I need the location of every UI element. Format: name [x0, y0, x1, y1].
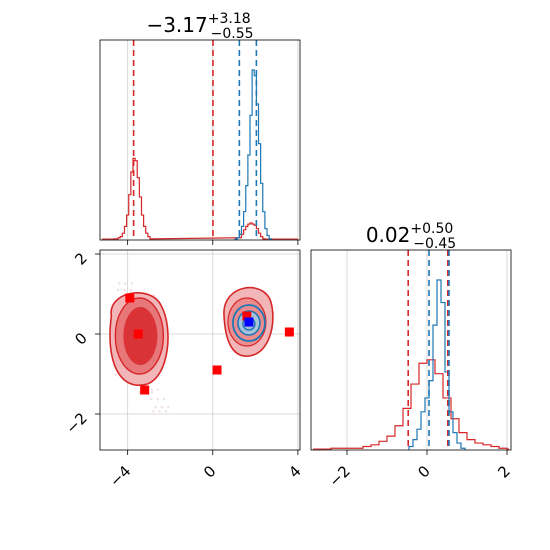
right-hist-xtick-label: −2	[325, 462, 353, 490]
joint-background-sample	[150, 388, 153, 391]
joint-background-sample	[162, 397, 166, 401]
joint-ytick-label: 2	[71, 249, 90, 268]
right-hist-series-1-step	[408, 279, 466, 450]
joint-xtick-label: 0	[200, 462, 219, 481]
joint-background-sample	[130, 282, 134, 285]
joint-red-sample-marker	[212, 365, 222, 375]
right-hist-title: 0.02+0.50 −0.45	[366, 221, 456, 252]
right-hist-frame	[310, 249, 512, 451]
joint-blue-sample-marker	[244, 317, 254, 327]
joint-background-sample	[137, 391, 141, 394]
joint-background-sample	[152, 410, 155, 413]
joint-background-sample	[117, 282, 121, 285]
joint-red-sample-marker	[140, 385, 150, 395]
joint-background-sample	[116, 289, 120, 292]
joint-background-sample	[164, 410, 168, 413]
joint-background-sample	[150, 397, 153, 401]
joint-background-sample	[123, 289, 126, 292]
joint-background-sample	[150, 391, 154, 394]
joint-frame	[99, 249, 301, 451]
joint-background-sample	[114, 373, 117, 376]
top-hist-frame	[99, 39, 301, 241]
joint-red-sample-marker	[125, 293, 135, 303]
top-hist-title: −3.17+3.18 −0.55	[146, 11, 253, 42]
joint-background-sample	[156, 388, 160, 391]
joint-ytick-label: 0	[71, 329, 90, 348]
right-hist-series-0-step	[330, 359, 508, 450]
top-hist-series-0-step	[113, 157, 266, 240]
joint-background-sample	[156, 397, 159, 401]
joint-xtick-label: 4	[285, 462, 304, 481]
joint-background-sample	[154, 406, 157, 409]
joint-background-sample	[124, 282, 127, 285]
right-hist-xtick-label: 2	[494, 462, 513, 481]
joint-red-sample-marker	[133, 329, 143, 339]
joint-blue-contour-outer	[232, 304, 266, 342]
joint-red-sample-marker	[284, 327, 294, 337]
joint-background-sample	[158, 410, 161, 413]
joint-xtick-label: −4	[106, 462, 134, 490]
right-hist-xtick-label: 0	[414, 462, 433, 481]
joint-background-sample	[160, 406, 164, 409]
joint-red-sample-marker	[242, 311, 252, 321]
joint-background-sample	[129, 289, 133, 292]
joint-ytick-label: −2	[62, 409, 90, 437]
joint-background-sample	[167, 406, 170, 409]
top-hist-series-1-step	[234, 69, 272, 240]
